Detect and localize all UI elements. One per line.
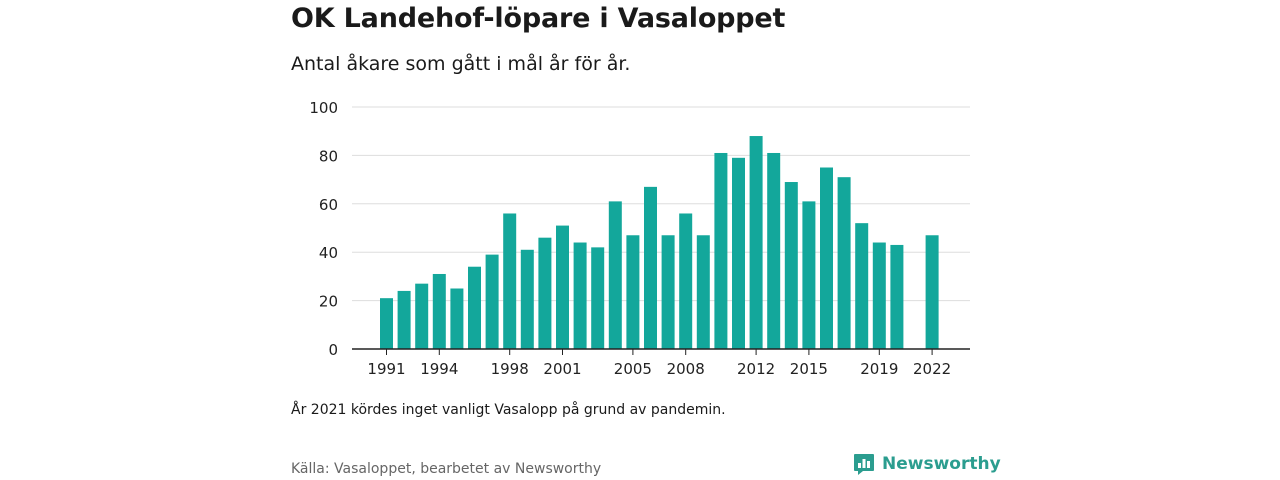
bar-1998	[503, 213, 517, 349]
y-tick-label: 60	[319, 196, 338, 214]
bar-2001	[556, 225, 569, 349]
chart-subtitle: Antal åkare som gått i mål år för år.	[291, 53, 631, 75]
bar-2010	[714, 152, 728, 349]
bars	[380, 136, 939, 349]
bar-2012	[749, 136, 763, 349]
x-tick-label: 2019	[860, 360, 898, 378]
x-tick-label: 2008	[667, 360, 705, 378]
x-tick-label: 1994	[420, 360, 458, 378]
bar-2018	[855, 223, 869, 349]
bar-2019	[872, 242, 886, 349]
bar-2007	[661, 235, 675, 349]
y-axis-tick-labels: 0 20 40 60 80 100	[309, 99, 338, 359]
bar-1994	[432, 273, 446, 349]
x-tick-label: 1998	[491, 360, 529, 378]
y-tick-label: 80	[319, 147, 338, 165]
brand-name: Newsworthy	[882, 454, 1001, 474]
bar-chart: 0 20 40 60 80 100 1991 1994 1998 2001 2005 2008 201…	[309, 99, 970, 378]
bar-2009	[696, 235, 710, 349]
x-tick-label: 2001	[543, 360, 581, 378]
bar-2022	[925, 235, 939, 349]
bar-1991	[380, 298, 393, 349]
bar-2002	[573, 242, 587, 349]
bar-2014	[784, 182, 798, 349]
y-tick-label: 0	[328, 341, 338, 359]
source-credit: Källa: Vasaloppet, bearbetet av Newswort…	[291, 461, 602, 477]
bar-2003	[591, 247, 605, 349]
bar-2013	[767, 152, 781, 349]
bar-2020	[890, 244, 904, 349]
bar-1995	[450, 288, 464, 349]
bar-2015	[802, 201, 816, 349]
newsworthy-logo-icon	[854, 454, 874, 475]
bar-2005	[626, 235, 640, 349]
bar-2011	[732, 157, 745, 349]
x-tick-label: 2012	[737, 360, 775, 378]
bar-2016	[820, 167, 833, 349]
x-tick-label: 2005	[614, 360, 652, 378]
x-tick-label: 2022	[913, 360, 951, 378]
chart-title: OK Landehof-löpare i Vasaloppet	[291, 3, 786, 34]
bar-2008	[679, 213, 693, 349]
bar-1996	[468, 266, 481, 349]
bar-1992	[397, 290, 411, 349]
y-tick-label: 100	[309, 99, 338, 117]
x-axis-ticks: 1991 1994 1998 2001 2005 2008 2012 2015 2019 2022	[367, 349, 951, 378]
y-tick-label: 20	[319, 293, 338, 311]
newsworthy-logo[interactable]: Newsworthy	[853, 453, 1001, 475]
bar-2017	[837, 177, 851, 349]
footnote: År 2021 kördes inget vanligt Vasalopp på…	[291, 402, 726, 418]
bar-1999	[520, 249, 534, 349]
bar-1993	[415, 283, 429, 349]
bar-2006	[644, 186, 657, 349]
x-tick-label: 1991	[367, 360, 405, 378]
bar-2004	[608, 201, 622, 349]
bar-1997	[485, 254, 499, 349]
x-tick-label: 2015	[790, 360, 828, 378]
bar-2000	[538, 237, 552, 349]
y-tick-label: 40	[319, 244, 338, 262]
